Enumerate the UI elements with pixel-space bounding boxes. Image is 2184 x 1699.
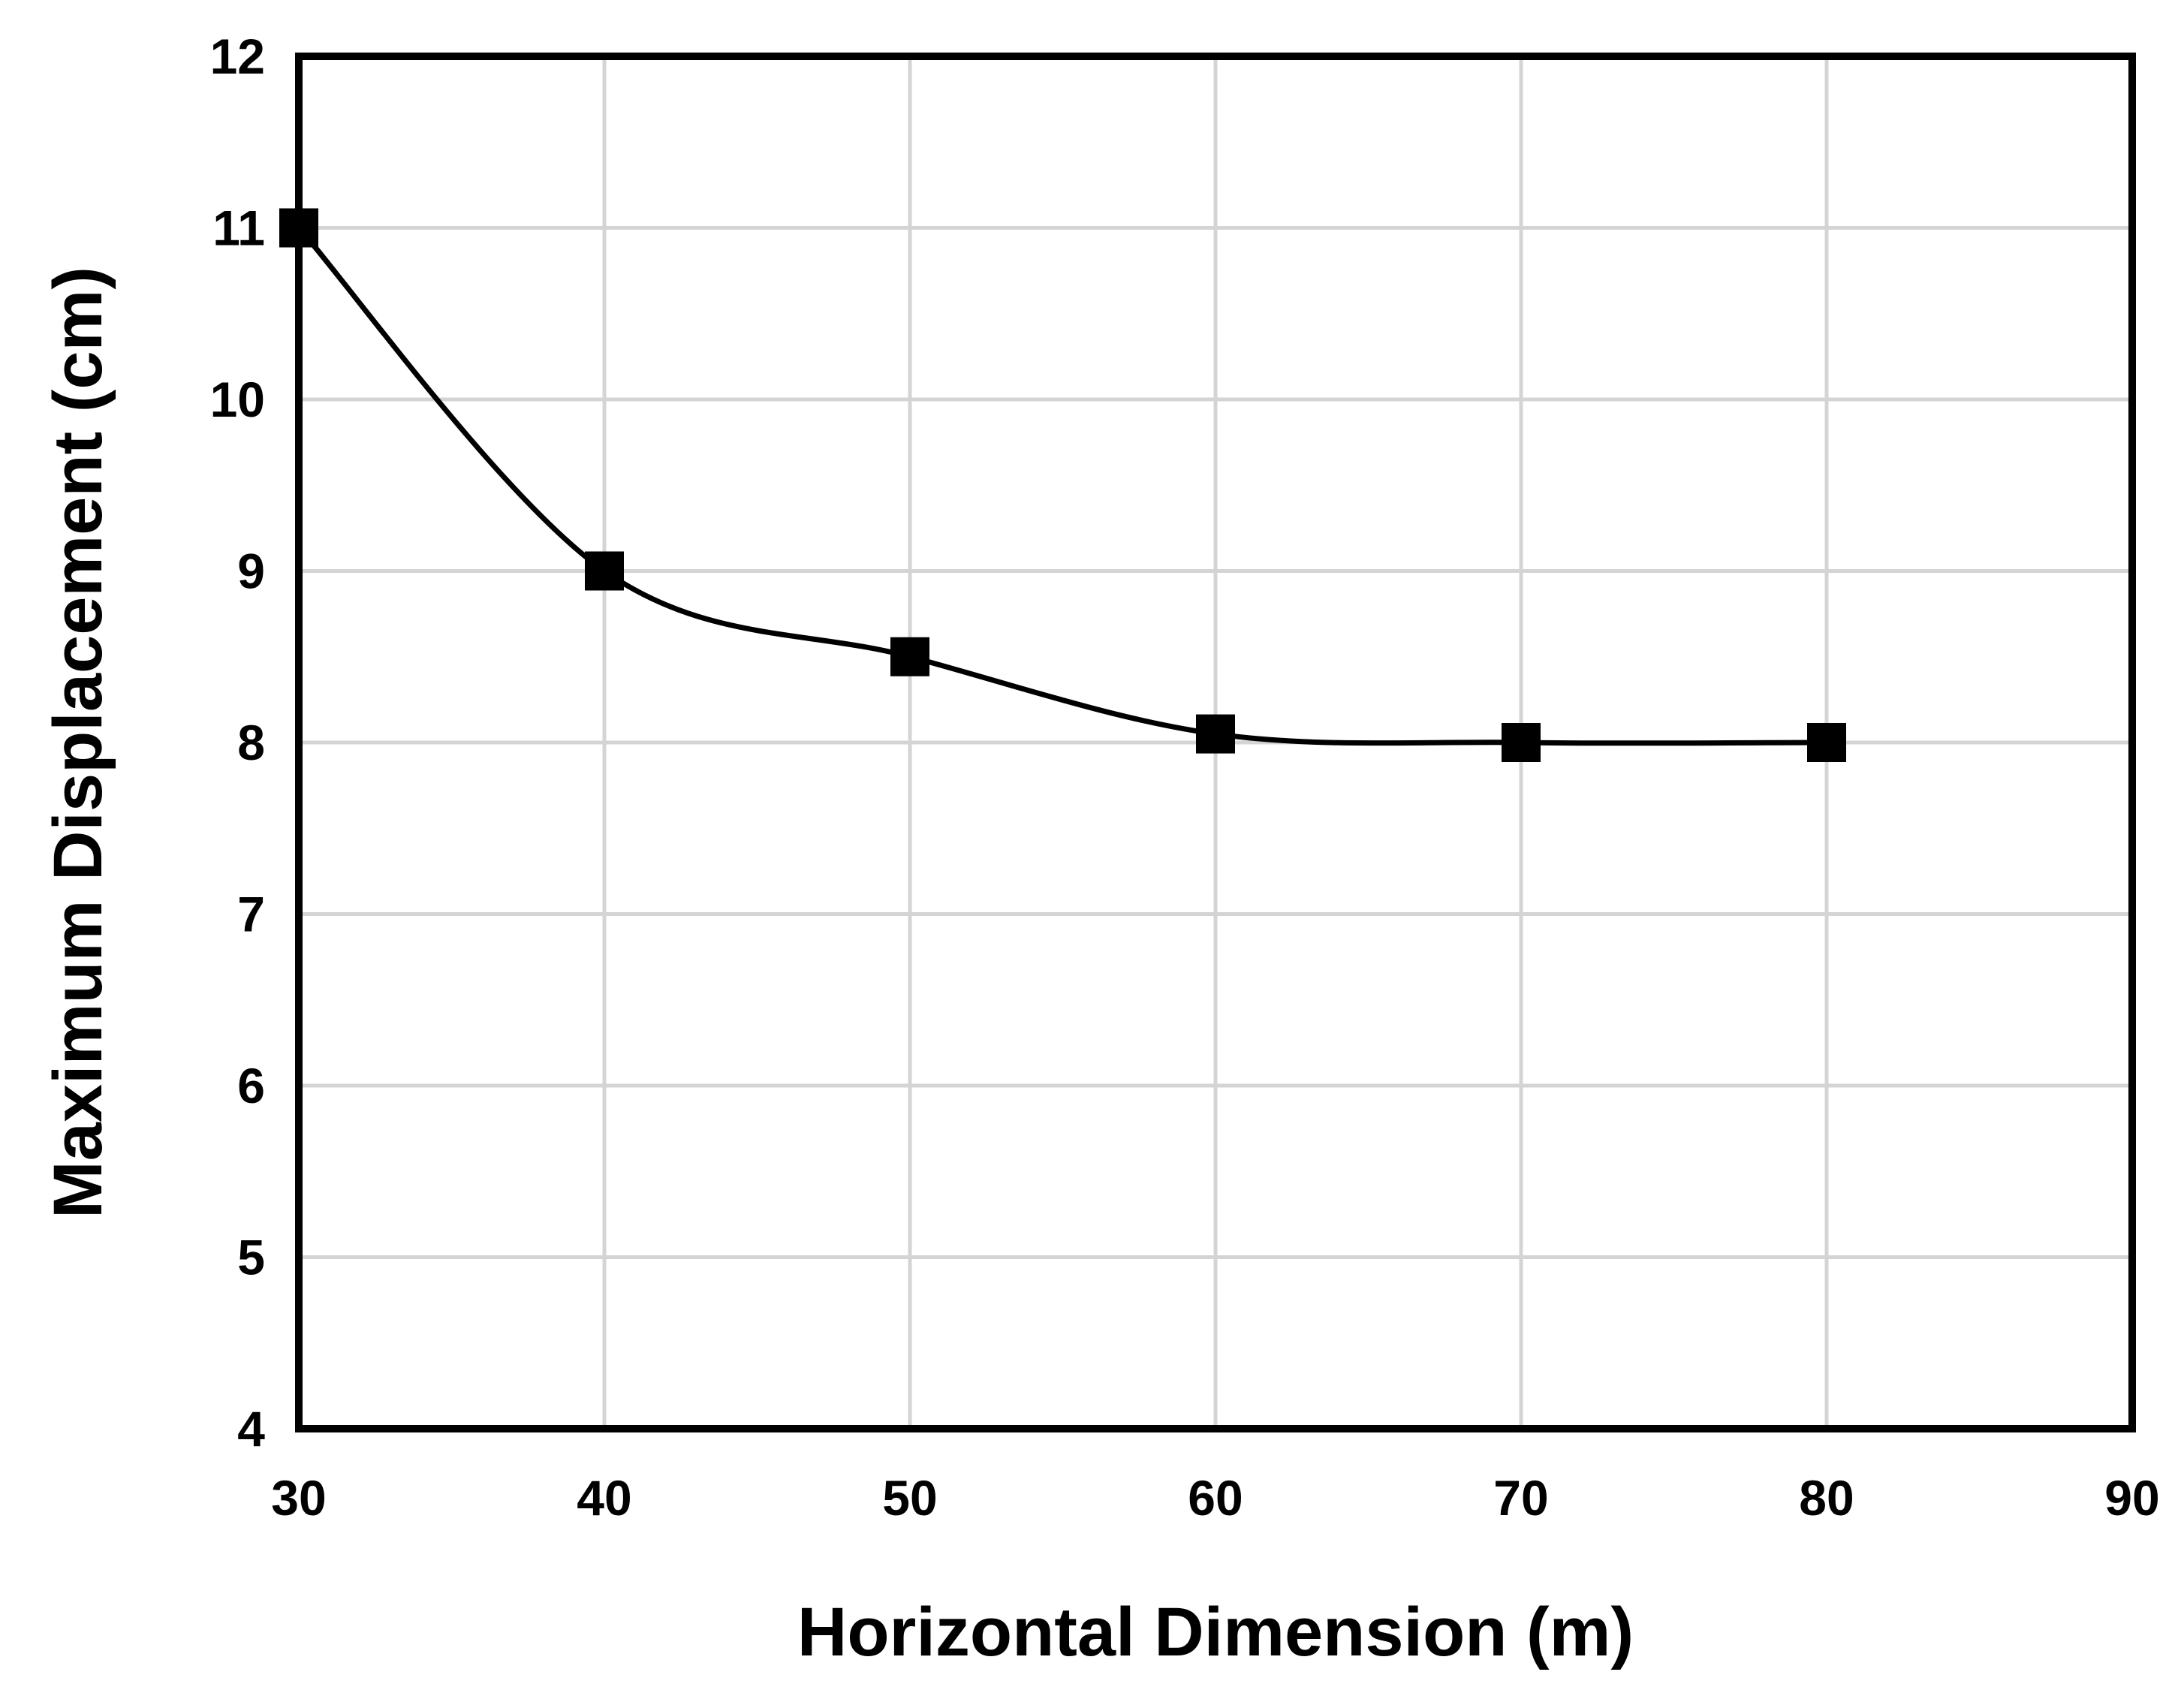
data-point-marker: [279, 208, 318, 248]
x-tick-label: 80: [1799, 1470, 1854, 1526]
x-tick-label: 50: [882, 1470, 937, 1526]
y-tick-label: 8: [237, 715, 265, 770]
y-tick-label: 5: [237, 1230, 265, 1285]
series-layer: [279, 208, 1846, 762]
x-tick-label: 30: [271, 1470, 326, 1526]
data-point-marker: [890, 637, 929, 676]
y-tick-label: 7: [237, 887, 265, 942]
data-point-marker: [1502, 723, 1541, 762]
y-tick-label: 6: [237, 1058, 265, 1113]
x-axis-title: Horizontal Dimension (m): [797, 1594, 1634, 1670]
x-tick-labels: 30 40 50 60 70 80 90: [271, 1470, 2159, 1526]
x-tick-label: 40: [577, 1470, 631, 1526]
y-tick-label: 4: [237, 1401, 265, 1457]
y-axis-title: Maximum Displacement (cm): [40, 267, 116, 1219]
x-tick-label: 60: [1188, 1470, 1243, 1526]
y-tick-label: 11: [212, 200, 265, 256]
series-line: [297, 226, 1827, 746]
x-tick-label: 90: [2104, 1470, 2159, 1526]
plot-area-frame: [295, 53, 2136, 1432]
x-tick-label: 70: [1493, 1470, 1548, 1526]
y-tick-label: 9: [237, 544, 265, 599]
data-point-marker: [585, 551, 624, 591]
y-tick-label: 10: [210, 372, 265, 427]
data-point-marker: [1807, 723, 1846, 762]
y-tick-label: 12: [210, 29, 265, 84]
data-point-marker: [1196, 714, 1235, 754]
y-tick-labels: 4 5 6 7 8 9 10 11 12: [210, 29, 266, 1457]
